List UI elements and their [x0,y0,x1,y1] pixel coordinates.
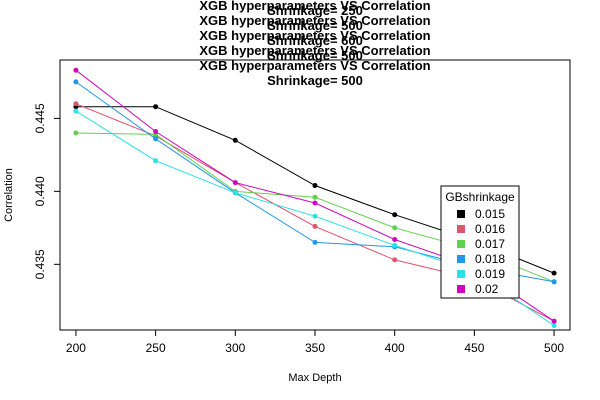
data-point [392,212,398,218]
chart-title-line: Shrinkage= 500 [267,48,363,63]
legend-swatch [457,225,465,233]
x-tick-label: 300 [225,341,245,355]
y-tick-label: 0.445 [33,103,47,133]
x-tick-label: 200 [66,341,86,355]
legend-label: 0.016 [475,222,505,236]
x-tick-label: 500 [544,341,564,355]
legend-label: 0.015 [475,207,505,221]
data-point [392,257,398,263]
chart-title-line: XGB hyperparameters VS Correlation [199,13,430,28]
chart-title-line: Shrinkage= 600 [267,33,363,48]
legend-label: 0.018 [475,252,505,266]
data-point [153,104,159,110]
x-axis-label: Max Depth [288,372,341,384]
chart-title-line: XGB hyperparameters VS Correlation [199,58,430,73]
data-point [232,180,238,186]
x-axis: 200 250 300 350 400 450 500 [66,329,564,355]
data-point [232,190,238,196]
chart-title-line: XGB hyperparameters VS Correlation [199,28,430,43]
data-point [551,318,557,324]
data-point [73,101,79,107]
data-point [551,323,557,329]
legend-label: 0.02 [475,282,499,296]
data-point [312,183,318,188]
data-point [153,136,159,142]
legend-swatch [457,210,465,218]
x-tick-label: 350 [305,341,325,355]
data-point [73,79,79,85]
x-tick-label: 250 [146,341,166,355]
data-point [312,239,318,245]
y-tick-label: 0.435 [33,249,47,279]
y-axis-label: Correlation [3,168,15,222]
legend-swatch [457,240,465,248]
chart-title-line: Shrinkage= 500 [267,18,363,33]
legend-swatch [457,255,465,263]
legend-box [440,185,520,299]
data-point [312,223,318,229]
chart-title-line: XGB hyperparameters VS Correlation [199,43,430,58]
legend-swatch [457,285,465,293]
data-point [312,194,318,200]
data-point [73,130,79,136]
legend-label: 0.017 [475,237,505,251]
x-tick-label: 400 [385,341,405,355]
data-point [392,237,398,242]
data-point [312,200,318,206]
chart-title: XGB hyperparameters VS CorrelationShrink… [199,0,430,88]
legend-swatch [457,270,465,278]
chart-title-line: Shrinkage= 250 [267,3,363,18]
chart-title-line: Shrinkage= 500 [267,73,363,88]
data-point [312,213,318,219]
chart-title-line: XGB hyperparameters VS Correlation [199,0,430,13]
data-point [551,270,557,276]
y-tick-label: 0.440 [33,176,47,206]
data-point [73,108,79,114]
legend-label: 0.019 [475,267,505,281]
data-point [392,225,398,231]
x-tick-label: 450 [464,341,484,355]
legend-title: GBshrinkage [445,190,515,204]
data-point [232,137,238,143]
y-axis: 0.435 0.440 0.445 [33,103,61,279]
data-point [153,129,159,134]
data-point [551,279,557,285]
data-point [153,158,159,164]
data-point [392,242,398,248]
data-point [73,67,79,73]
